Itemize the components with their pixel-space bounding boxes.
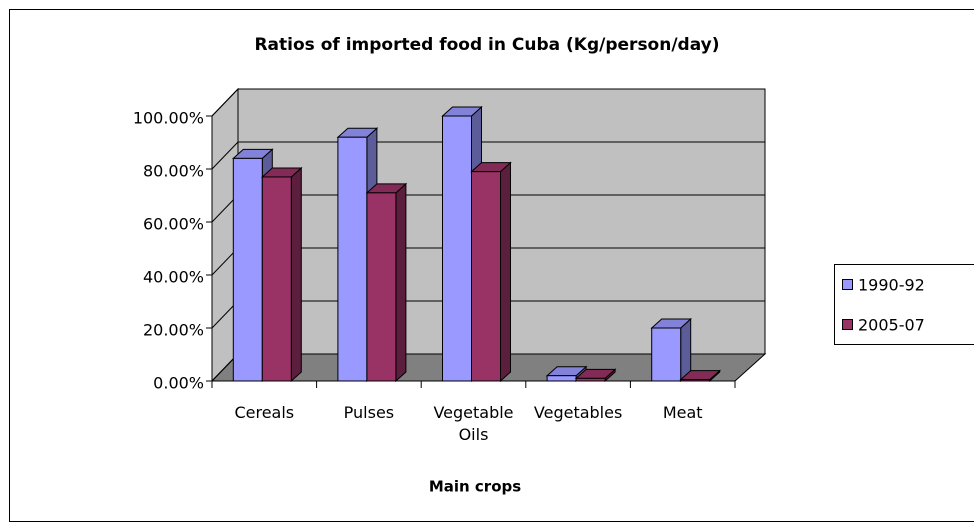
bar bbox=[261, 176, 292, 382]
y-tick-label: 40.00% bbox=[143, 268, 204, 287]
bar bbox=[442, 115, 472, 382]
bar bbox=[546, 375, 577, 382]
bar-top-shade bbox=[442, 107, 482, 116]
y-tick-label: 20.00% bbox=[143, 321, 204, 340]
bar-top-shade bbox=[262, 167, 302, 177]
bar bbox=[471, 171, 501, 382]
bar-top-shade bbox=[680, 370, 720, 380]
bar-top-shade bbox=[366, 183, 406, 193]
bar bbox=[366, 192, 397, 382]
bar-side-shade bbox=[395, 183, 406, 381]
legend-swatch bbox=[842, 319, 853, 330]
bar bbox=[575, 377, 606, 382]
x-tick-label: Vegetables bbox=[533, 403, 623, 422]
bar-top-shade bbox=[576, 369, 616, 379]
bar-top-shade bbox=[547, 366, 587, 376]
x-tick-label: Vegetable Oils bbox=[433, 403, 514, 444]
bar-side-shade bbox=[680, 319, 691, 381]
chart-title: Ratios of imported food in Cuba (Kg/pers… bbox=[254, 35, 719, 55]
legend-swatch bbox=[842, 279, 853, 290]
legend bbox=[834, 264, 974, 345]
bar bbox=[680, 379, 711, 382]
x-tick-label: Cereals bbox=[234, 403, 295, 422]
bar-top-shade bbox=[233, 149, 273, 159]
x-axis-title: Main crops bbox=[429, 478, 521, 496]
legend-label: 2005-07 bbox=[858, 316, 925, 335]
bar-top-shade bbox=[651, 319, 691, 328]
bar bbox=[337, 136, 368, 382]
bar bbox=[651, 327, 682, 382]
grid-line bbox=[211, 141, 239, 170]
x-tick-label: Pulses bbox=[343, 403, 395, 422]
bar-top-shade bbox=[337, 128, 377, 138]
bar-side-shade bbox=[291, 167, 302, 381]
bar bbox=[232, 157, 263, 382]
grid-line bbox=[211, 88, 239, 117]
legend-label: 1990-92 bbox=[858, 276, 925, 295]
x-tick-label: Meat bbox=[662, 403, 703, 422]
bar-top-shade bbox=[471, 162, 511, 172]
y-tick-label: 0.00% bbox=[153, 374, 204, 393]
y-tick-label: 60.00% bbox=[143, 215, 204, 234]
y-tick-label: 100.00% bbox=[133, 109, 204, 128]
y-tick-label: 80.00% bbox=[143, 162, 204, 181]
bar-side-shade bbox=[500, 162, 511, 381]
